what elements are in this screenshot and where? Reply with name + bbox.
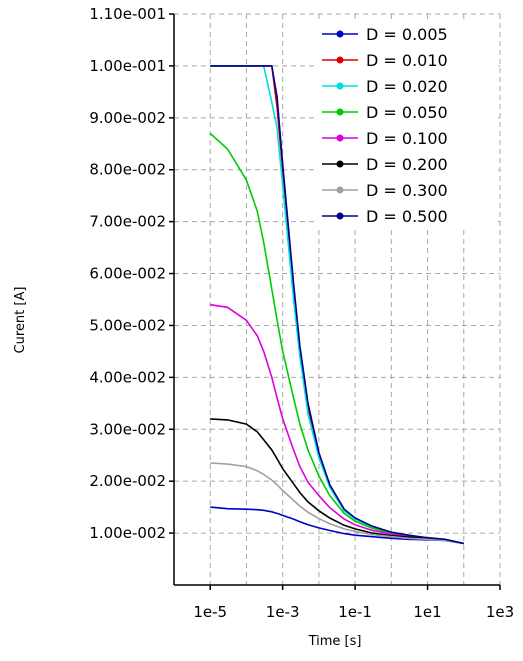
series-line-7 bbox=[210, 462, 464, 545]
legend-swatch-marker bbox=[336, 160, 344, 168]
y-tick-label: 1.00e-001 bbox=[89, 57, 166, 75]
y-tick-label: 6.00e-002 bbox=[89, 265, 166, 283]
x-tick-labels: 1e-5 1e-3 1e-1 1e1 1e3 bbox=[193, 603, 514, 621]
y-axis-title: Curent [A] bbox=[13, 287, 28, 354]
legend-label: D = 0.005 bbox=[366, 25, 448, 44]
legend-swatch-marker bbox=[336, 108, 344, 116]
series-line-5 bbox=[210, 303, 464, 545]
y-tick-label: 3.00e-002 bbox=[89, 420, 166, 438]
y-tick-label: 8.00e-002 bbox=[89, 161, 166, 179]
legend-label: D = 0.300 bbox=[366, 181, 448, 200]
y-tick-label: 5.00e-002 bbox=[89, 316, 166, 334]
legend: D = 0.005 D = 0.010 D = 0.020 D = 0.050 D = … bbox=[314, 20, 496, 230]
y-tick-label: 2.00e-002 bbox=[89, 472, 166, 490]
x-tick-label: 1e-1 bbox=[338, 603, 372, 621]
y-tick-label: 4.00e-002 bbox=[89, 368, 166, 386]
legend-label: D = 0.500 bbox=[366, 207, 448, 226]
legend-label: D = 0.200 bbox=[366, 155, 448, 174]
legend-label: D = 0.010 bbox=[366, 51, 448, 70]
x-axis-title: Time [s] bbox=[308, 634, 362, 649]
series-lines bbox=[209, 65, 464, 545]
series-line-6 bbox=[210, 418, 464, 545]
x-tick-label: 1e-3 bbox=[266, 603, 300, 621]
legend-swatch-marker bbox=[336, 56, 344, 64]
y-tick-label: 7.00e-002 bbox=[89, 213, 166, 231]
legend-label: D = 0.020 bbox=[366, 77, 448, 96]
y-tick-labels: 1.10e-001 1.00e-001 9.00e-002 8.00e-002 7.00… bbox=[89, 5, 166, 542]
axes bbox=[169, 13, 501, 590]
series-line-1 bbox=[210, 506, 464, 545]
legend-swatch-marker bbox=[336, 186, 344, 194]
y-tick-label: 9.00e-002 bbox=[89, 109, 166, 127]
legend-label: D = 0.100 bbox=[366, 129, 448, 148]
series-line-8 bbox=[210, 65, 464, 545]
x-tick-label: 1e3 bbox=[486, 603, 514, 621]
legend-swatch-marker bbox=[336, 212, 344, 220]
x-tick-label: 1e1 bbox=[413, 603, 441, 621]
legend-box bbox=[314, 20, 496, 230]
y-tick-label: 1.10e-001 bbox=[89, 5, 166, 23]
legend-swatch-marker bbox=[336, 134, 344, 142]
legend-swatch-marker bbox=[336, 82, 344, 90]
x-tick-label: 1e-5 bbox=[193, 603, 227, 621]
legend-label: D = 0.050 bbox=[366, 103, 448, 122]
legend-swatch-marker bbox=[336, 30, 344, 38]
y-tick-label: 1.00e-002 bbox=[89, 524, 166, 542]
